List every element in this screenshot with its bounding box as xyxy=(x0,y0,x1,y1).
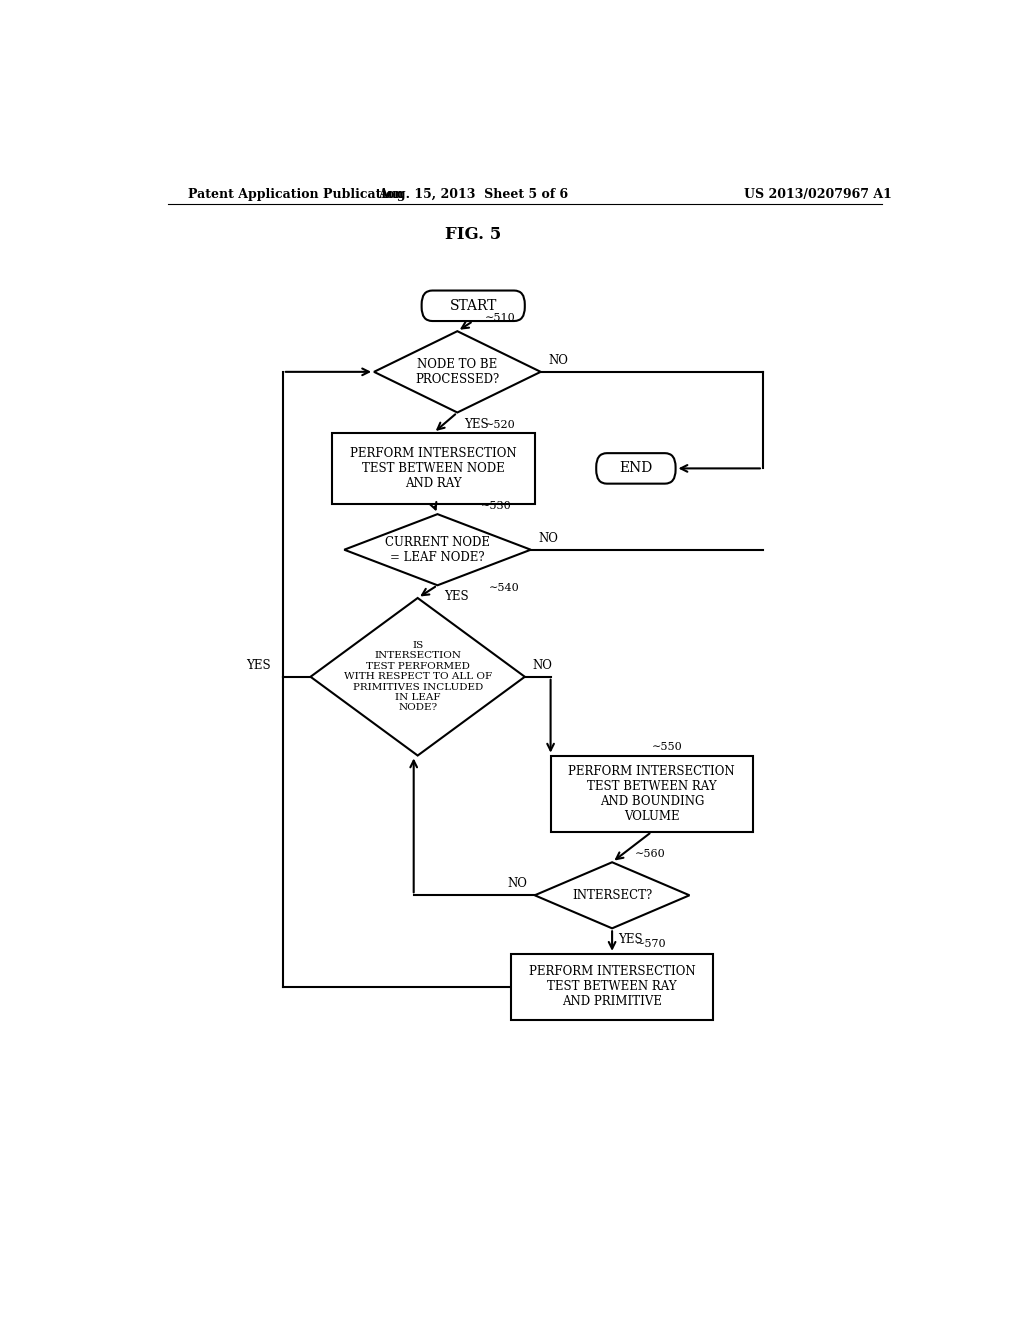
Text: ∼520: ∼520 xyxy=(485,420,516,430)
Text: YES: YES xyxy=(443,590,468,603)
Text: YES: YES xyxy=(618,933,643,946)
Text: US 2013/0207967 A1: US 2013/0207967 A1 xyxy=(744,189,892,202)
Text: NO: NO xyxy=(539,532,558,545)
Text: Aug. 15, 2013  Sheet 5 of 6: Aug. 15, 2013 Sheet 5 of 6 xyxy=(378,189,568,202)
Text: Patent Application Publication: Patent Application Publication xyxy=(187,189,403,202)
Text: IS
INTERSECTION
TEST PERFORMED
WITH RESPECT TO ALL OF
PRIMITIVES INCLUDED
IN LEA: IS INTERSECTION TEST PERFORMED WITH RESP… xyxy=(344,642,492,713)
Bar xyxy=(551,755,753,832)
Bar xyxy=(511,954,714,1020)
Text: NODE TO BE
PROCESSED?: NODE TO BE PROCESSED? xyxy=(415,358,500,385)
Text: START: START xyxy=(450,298,497,313)
Bar xyxy=(333,433,535,504)
Polygon shape xyxy=(535,862,689,928)
Text: ∼510: ∼510 xyxy=(485,313,516,323)
Text: INTERSECT?: INTERSECT? xyxy=(572,888,652,902)
Text: ∼550: ∼550 xyxy=(652,742,683,752)
Text: ∼560: ∼560 xyxy=(634,849,665,859)
Text: FIG. 5: FIG. 5 xyxy=(445,226,502,243)
Text: PERFORM INTERSECTION
TEST BETWEEN NODE
AND RAY: PERFORM INTERSECTION TEST BETWEEN NODE A… xyxy=(350,447,517,490)
Text: PERFORM INTERSECTION
TEST BETWEEN RAY
AND BOUNDING
VOLUME: PERFORM INTERSECTION TEST BETWEEN RAY AN… xyxy=(568,764,735,822)
Text: NO: NO xyxy=(549,354,568,367)
Text: PERFORM INTERSECTION
TEST BETWEEN RAY
AND PRIMITIVE: PERFORM INTERSECTION TEST BETWEEN RAY AN… xyxy=(528,965,695,1008)
FancyBboxPatch shape xyxy=(596,453,676,483)
Text: END: END xyxy=(620,462,652,475)
FancyBboxPatch shape xyxy=(422,290,524,321)
Text: ∼570: ∼570 xyxy=(636,939,667,949)
Text: NO: NO xyxy=(532,659,553,672)
Text: YES: YES xyxy=(246,659,270,672)
Text: ∼540: ∼540 xyxy=(489,583,520,594)
Polygon shape xyxy=(374,331,541,412)
Text: CURRENT NODE
= LEAF NODE?: CURRENT NODE = LEAF NODE? xyxy=(385,536,490,564)
Polygon shape xyxy=(344,515,530,585)
Polygon shape xyxy=(310,598,524,755)
Text: NO: NO xyxy=(507,878,526,890)
Text: YES: YES xyxy=(464,417,488,430)
Text: ∼530: ∼530 xyxy=(481,502,512,511)
